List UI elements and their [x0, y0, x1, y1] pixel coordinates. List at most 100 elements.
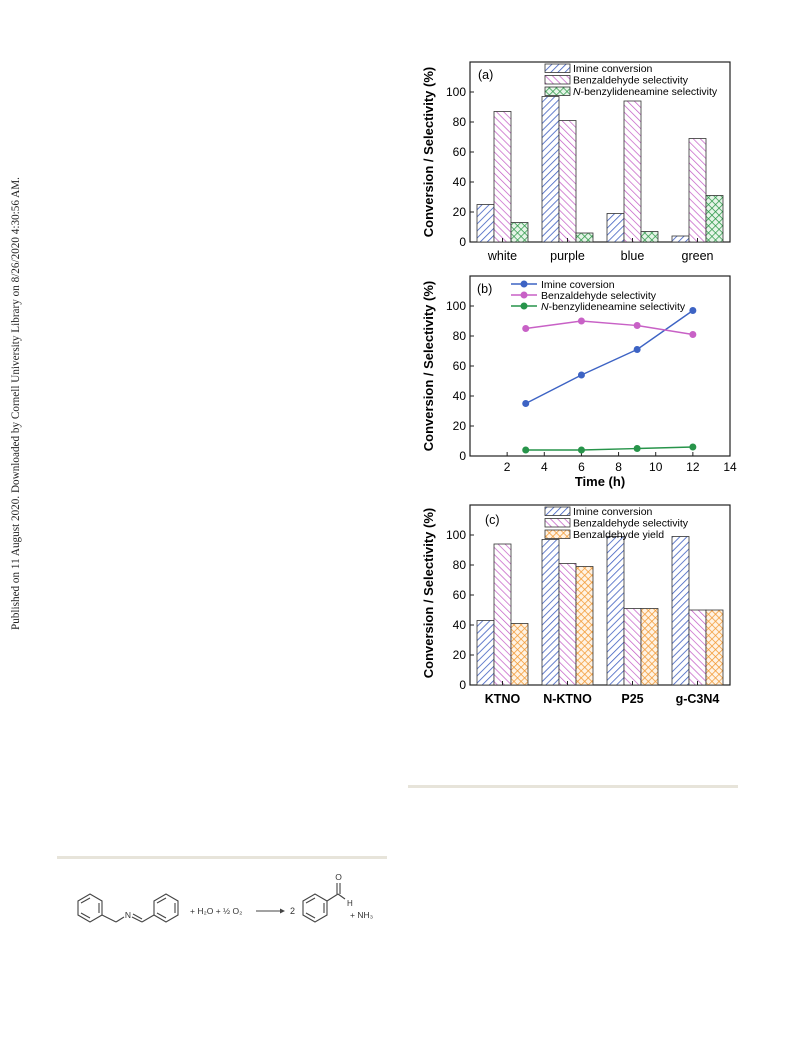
- bar-benzylideneamine-selectivity-purple: [575, 232, 594, 243]
- y-tick-label: 60: [453, 588, 467, 602]
- x-tick-label: 6: [578, 460, 585, 474]
- y-tick-label: 60: [453, 145, 467, 159]
- y-axis-label: Conversion / Selectivity (%): [421, 67, 436, 238]
- point-imine-coversion-9: [633, 346, 641, 353]
- y-tick-label: 20: [453, 419, 467, 433]
- bar-benzaldehyde-yield-n-ktno: [575, 566, 594, 686]
- legend-label: Imine conversion: [573, 63, 653, 75]
- y-tick-label: 20: [453, 648, 467, 662]
- point-benzaldehyde-selectivity-6: [577, 317, 585, 325]
- legend-swatch: [544, 86, 571, 96]
- legend-swatch: [544, 518, 571, 528]
- legend-swatch: [544, 63, 571, 73]
- legend-swatch: [544, 506, 571, 516]
- y-tick-label: 40: [453, 389, 467, 403]
- y-axis-label: Conversion / Selectivity (%): [421, 281, 436, 452]
- bar-imine-conversion-green: [671, 235, 690, 243]
- stoichiometric-coefficient: 2: [290, 906, 295, 916]
- y-tick-label: 40: [453, 618, 467, 632]
- bar-benzaldehyde-selectivity-g-c3n4: [688, 609, 707, 686]
- y-tick-label: 100: [446, 528, 466, 542]
- benzaldehyde-ring: [302, 893, 328, 923]
- series-line-benzylideneamine-selectivity: [525, 446, 693, 451]
- x-tick-label: 14: [723, 460, 737, 474]
- imine-chain: [101, 913, 155, 923]
- legend-label: N-benzylideneamine selectivity: [541, 301, 686, 313]
- y-tick-label: 40: [453, 175, 467, 189]
- bar-benzaldehyde-selectivity-n-ktno: [558, 563, 577, 686]
- legend-label: Benzaldehyde selectivity: [573, 518, 689, 530]
- point-benzylideneamine-selectivity-9: [633, 445, 641, 452]
- chart-panel-a: 0 20 40 60 80 100 white purple blue green Imine …: [421, 61, 731, 263]
- reaction-scheme: N + H₂O + ½ O₂ 2 O H + NH₃: [77, 872, 373, 923]
- bar-benzaldehyde-yield-ktno: [510, 623, 529, 686]
- x-tick-label: purple: [550, 249, 585, 263]
- series-line-benzaldehyde-selectivity: [525, 320, 693, 336]
- section-divider: [408, 785, 738, 788]
- x-tick-label: blue: [621, 249, 645, 263]
- point-imine-coversion-3: [522, 400, 530, 407]
- aldehyde-group: [326, 883, 346, 902]
- x-tick-label: 12: [686, 460, 700, 474]
- legend-label-rest: -benzylideneamine selectivity: [549, 301, 686, 313]
- reagents-text: + H₂O + ½ O₂: [190, 906, 242, 916]
- legend-swatch: [544, 529, 571, 539]
- y-tick-label: 100: [446, 299, 466, 313]
- oxygen-atom: O: [335, 872, 342, 882]
- legend-label-italic: N: [541, 301, 549, 313]
- y-tick-label: 80: [453, 558, 467, 572]
- bar-benzaldehyde-selectivity-blue: [623, 100, 642, 243]
- legend-marker: [520, 291, 528, 299]
- y-tick-label: 80: [453, 115, 467, 129]
- x-tick-label: g-C3N4: [676, 692, 720, 706]
- legend-swatch: [544, 75, 571, 85]
- x-tick-label: KTNO: [485, 692, 521, 706]
- legend-label: Benzaldehyde yield: [573, 529, 664, 541]
- chart-panel-c: 0 20 40 60 80 100 KTNO N-KTNO P25 g-C3N4 Imine c…: [421, 504, 731, 706]
- legend-label-italic: N: [573, 86, 581, 98]
- chart-panel-b: 0 20 40 60 80 100 2 4 6 8 10 12 14 Imine coversionBe…: [421, 275, 737, 489]
- download-watermark: Published on 11 August 2020. Downloaded …: [10, 177, 22, 630]
- point-imine-coversion-12: [689, 307, 697, 314]
- y-tick-label: 60: [453, 359, 467, 373]
- x-tick-label: 4: [541, 460, 548, 474]
- x-tick-label: white: [487, 249, 517, 263]
- y-axis-label: Conversion / Selectivity (%): [421, 508, 436, 679]
- bar-benzaldehyde-selectivity-white: [493, 111, 512, 243]
- bar-benzylideneamine-selectivity-blue: [640, 231, 659, 243]
- bar-imine-conversion-g-c3n4: [671, 536, 690, 686]
- x-tick-label: N-KTNO: [543, 692, 592, 706]
- x-tick-label: 2: [504, 460, 511, 474]
- panel-label: (a): [478, 68, 493, 82]
- bar-imine-conversion-blue: [606, 213, 625, 243]
- bar-imine-conversion-purple: [541, 96, 560, 243]
- x-tick-label: 10: [649, 460, 663, 474]
- bar-imine-conversion-white: [476, 204, 495, 243]
- bar-imine-conversion-p25: [606, 536, 625, 686]
- bar-imine-conversion-n-ktno: [541, 539, 560, 686]
- y-tick-label: 20: [453, 205, 467, 219]
- panel-label: (b): [477, 282, 492, 296]
- section-divider: [57, 856, 387, 859]
- legend-label: Imine conversion: [573, 506, 653, 518]
- point-benzylideneamine-selectivity-12: [689, 443, 697, 451]
- x-tick-label: 8: [615, 460, 622, 474]
- nitrogen-atom: N: [125, 910, 131, 920]
- bar-benzaldehyde-yield-g-c3n4: [705, 609, 724, 686]
- bar-benzaldehyde-selectivity-purple: [558, 120, 577, 243]
- point-imine-coversion-6: [577, 371, 585, 379]
- legend-marker: [520, 302, 528, 310]
- hydrogen-atom: H: [347, 899, 353, 908]
- ammonia-byproduct: + NH₃: [350, 910, 373, 920]
- benzylidene-ring: [153, 893, 179, 923]
- x-tick-label: green: [682, 249, 714, 263]
- panel-label: (c): [485, 513, 500, 527]
- bar-benzylideneamine-selectivity-green: [705, 195, 724, 243]
- bar-benzaldehyde-selectivity-green: [688, 138, 707, 243]
- point-benzaldehyde-selectivity-3: [522, 325, 530, 332]
- benzylamine-ring-1: [77, 893, 103, 923]
- point-benzaldehyde-selectivity-12: [689, 331, 697, 338]
- y-tick-label: 0: [459, 449, 466, 463]
- legend-label: N-benzylideneamine selectivity: [573, 86, 718, 98]
- y-tick-label: 0: [459, 235, 466, 249]
